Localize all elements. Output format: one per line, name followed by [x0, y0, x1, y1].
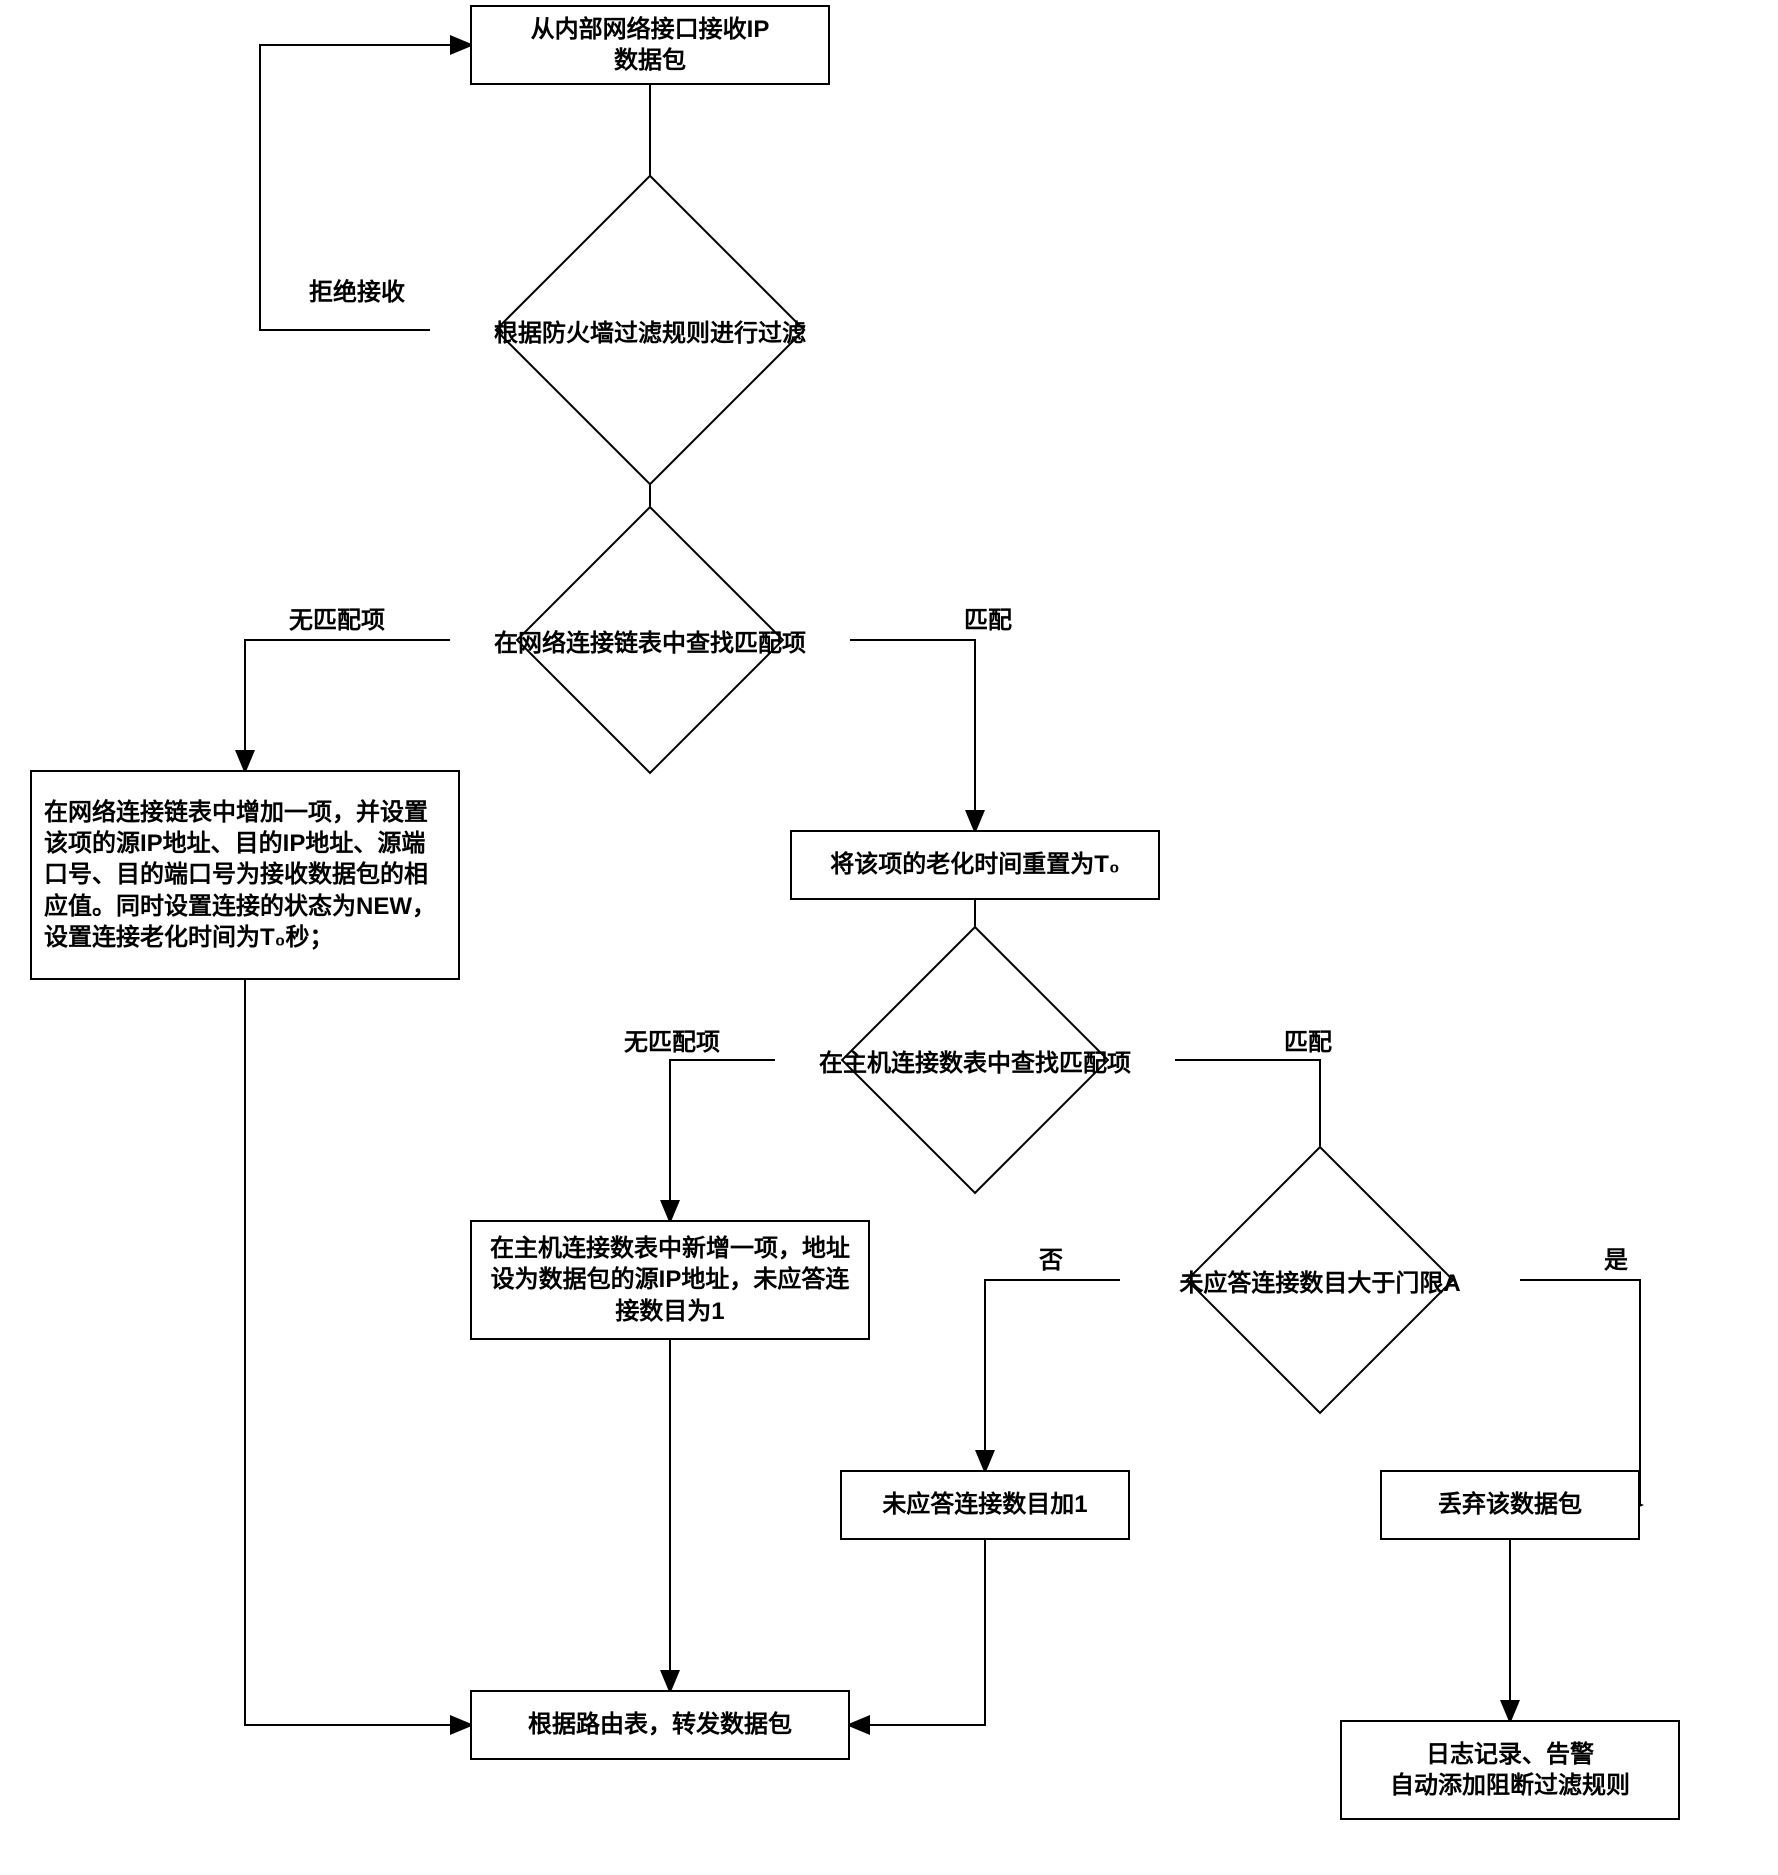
node-reset-aging: 将该项的老化时间重置为T₀	[790, 830, 1160, 900]
node-log-alarm: 日志记录、告警自动添加阻断过滤规则	[1340, 1720, 1680, 1820]
edge-d4-n5	[985, 1280, 1120, 1470]
node-log-alarm-text: 日志记录、告警自动添加阻断过滤规则	[1390, 1739, 1630, 1801]
edge-d2-n2	[245, 640, 450, 770]
node-add-conn-entry: 在网络连接链表中增加一项，并设置该项的源IP地址、目的IP地址、源端口号、目的端…	[30, 770, 460, 980]
node-increment-count-text: 未应答连接数目加1	[882, 1489, 1087, 1520]
node-firewall-filter	[494, 174, 805, 485]
label-yes-text: 是	[1604, 1247, 1628, 1274]
node-add-host-entry-text: 在主机连接数表中新增一项，地址设为数据包的源IP地址，未应答连接数目为1	[484, 1233, 856, 1327]
edge-n5-n7	[850, 1540, 985, 1725]
label-reject: 拒绝接收	[305, 272, 409, 307]
node-discard-packet-text: 丢弃该数据包	[1438, 1489, 1582, 1520]
node-forward-packet-text: 根据路由表，转发数据包	[528, 1709, 792, 1740]
node-add-conn-entry-text: 在网络连接链表中增加一项，并设置该项的源IP地址、目的IP地址、源端口号、目的端…	[44, 797, 446, 953]
node-discard-packet: 丢弃该数据包	[1380, 1470, 1640, 1540]
node-add-host-entry: 在主机连接数表中新增一项，地址设为数据包的源IP地址，未应答连接数目为1	[470, 1220, 870, 1340]
node-increment-count: 未应答连接数目加1	[840, 1470, 1130, 1540]
label-match1-text: 匹配	[964, 607, 1012, 634]
label-no-text: 否	[1039, 1247, 1063, 1274]
edge-d2-n3	[850, 640, 975, 830]
label-nomatch2: 无匹配项	[620, 1022, 724, 1057]
label-match1: 匹配	[960, 600, 1016, 635]
node-reset-aging-text: 将该项的老化时间重置为T₀	[830, 849, 1119, 880]
node-threshold-check	[1186, 1146, 1455, 1415]
edge-n2-n7	[245, 980, 470, 1725]
label-no: 否	[1035, 1240, 1067, 1275]
node-conn-list-lookup	[516, 506, 785, 775]
label-nomatch1: 无匹配项	[285, 600, 389, 635]
label-match2: 匹配	[1280, 1022, 1336, 1057]
label-nomatch2-text: 无匹配项	[624, 1029, 720, 1056]
label-match2-text: 匹配	[1284, 1029, 1332, 1056]
label-nomatch1-text: 无匹配项	[289, 607, 385, 634]
label-reject-text: 拒绝接收	[309, 279, 405, 306]
node-forward-packet: 根据路由表，转发数据包	[470, 1690, 850, 1760]
node-host-conn-lookup	[841, 926, 1110, 1195]
node-receive-ip: 从内部网络接口接收IP数据包	[470, 5, 830, 85]
edge-d3-n4	[670, 1060, 775, 1220]
node-receive-ip-text: 从内部网络接口接收IP数据包	[531, 14, 770, 76]
label-yes: 是	[1600, 1240, 1632, 1275]
